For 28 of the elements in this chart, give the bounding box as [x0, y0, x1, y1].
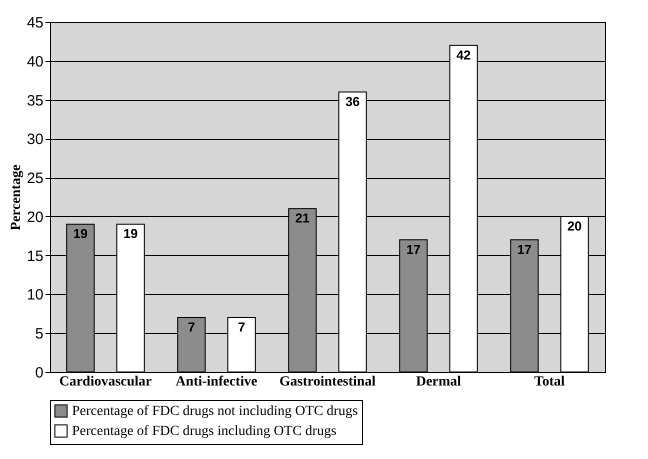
y-tick-label: 35 — [26, 92, 44, 110]
y-tick-label: 30 — [26, 131, 44, 148]
data-label: 21 — [295, 210, 310, 226]
legend-label: Percentage of FDC drugs not including OTC drugs — [72, 404, 358, 419]
data-label: 19 — [73, 226, 88, 242]
data-label: 17 — [517, 242, 532, 257]
data-label: 19 — [123, 226, 138, 242]
x-tick-label: Anti-infective — [176, 374, 258, 390]
x-tick-label: Gastrointestinal — [279, 374, 376, 390]
y-axis-title: Percentage — [8, 164, 24, 230]
x-tick-label: Total — [534, 374, 565, 390]
legend-label: Percentage of FDC drugs including OTC drugs — [72, 424, 336, 439]
data-label: 7 — [238, 320, 246, 335]
data-label: 36 — [345, 94, 360, 109]
y-tick-label: 15 — [26, 248, 44, 265]
y-tick-label: 25 — [26, 170, 44, 188]
y-tick-label: 0 — [35, 364, 44, 382]
y-tick-label: 20 — [26, 208, 44, 226]
y-tick-label: 45 — [26, 14, 44, 32]
y-tick-label: 10 — [26, 286, 44, 304]
x-tick-label: Cardiovascular — [59, 374, 152, 390]
y-tick-label: 40 — [26, 53, 44, 70]
x-tick-label: Dermal — [416, 374, 462, 390]
data-label: 20 — [567, 218, 582, 234]
data-label: 7 — [188, 320, 196, 335]
data-label: 17 — [406, 242, 421, 257]
y-tick-label: 5 — [35, 326, 44, 343]
data-label: 42 — [456, 47, 471, 62]
